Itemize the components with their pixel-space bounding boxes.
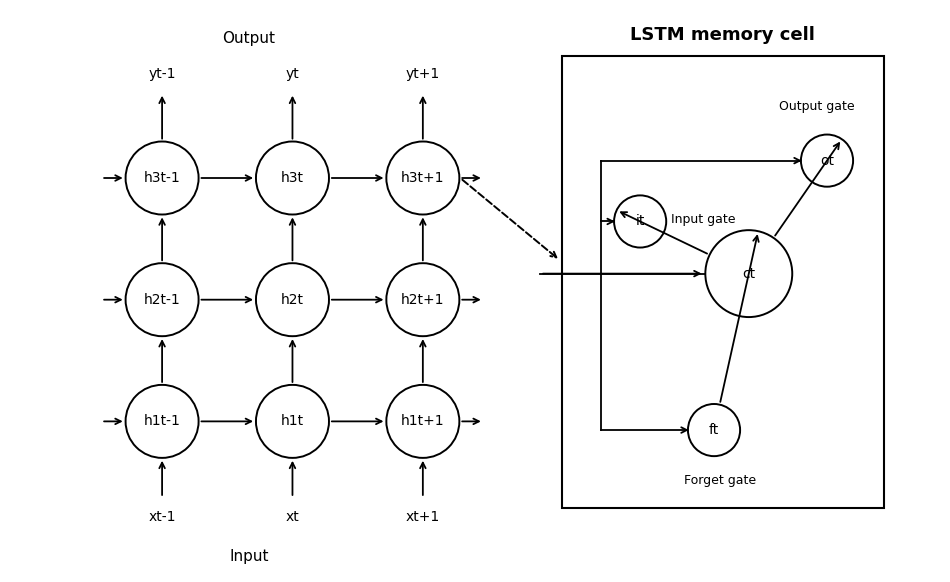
Circle shape bbox=[125, 141, 199, 215]
Circle shape bbox=[387, 263, 460, 336]
Text: h2t+1: h2t+1 bbox=[401, 293, 445, 307]
Bar bbox=[561, 56, 884, 508]
Text: ft: ft bbox=[709, 423, 719, 437]
Text: Output: Output bbox=[222, 31, 276, 47]
Circle shape bbox=[387, 141, 460, 215]
Text: Input gate: Input gate bbox=[671, 213, 735, 226]
Circle shape bbox=[801, 134, 853, 187]
Text: ot: ot bbox=[820, 154, 834, 168]
Text: xt: xt bbox=[286, 510, 299, 524]
Text: h1t-1: h1t-1 bbox=[143, 414, 180, 428]
Text: h3t: h3t bbox=[281, 171, 304, 185]
Text: h1t+1: h1t+1 bbox=[401, 414, 445, 428]
Circle shape bbox=[256, 385, 329, 458]
Circle shape bbox=[688, 404, 740, 456]
Text: yt: yt bbox=[286, 67, 299, 81]
Text: it: it bbox=[636, 214, 645, 229]
Text: h3t-1: h3t-1 bbox=[143, 171, 180, 185]
Text: h2t: h2t bbox=[281, 293, 304, 307]
Circle shape bbox=[256, 263, 329, 336]
Text: Output gate: Output gate bbox=[779, 100, 855, 113]
Text: h1t: h1t bbox=[281, 414, 304, 428]
Circle shape bbox=[705, 230, 792, 317]
Circle shape bbox=[125, 385, 199, 458]
Text: xt-1: xt-1 bbox=[148, 510, 176, 524]
Text: yt-1: yt-1 bbox=[148, 67, 176, 81]
Text: ct: ct bbox=[742, 267, 755, 281]
Text: Forget gate: Forget gate bbox=[684, 474, 756, 487]
Circle shape bbox=[387, 385, 460, 458]
Text: LSTM memory cell: LSTM memory cell bbox=[630, 26, 815, 44]
Circle shape bbox=[125, 263, 199, 336]
Text: xt+1: xt+1 bbox=[406, 510, 440, 524]
Text: Input: Input bbox=[229, 549, 269, 563]
Text: h3t+1: h3t+1 bbox=[401, 171, 445, 185]
Text: h2t-1: h2t-1 bbox=[143, 293, 180, 307]
Text: yt+1: yt+1 bbox=[406, 67, 440, 81]
Circle shape bbox=[256, 141, 329, 215]
Circle shape bbox=[614, 196, 666, 247]
